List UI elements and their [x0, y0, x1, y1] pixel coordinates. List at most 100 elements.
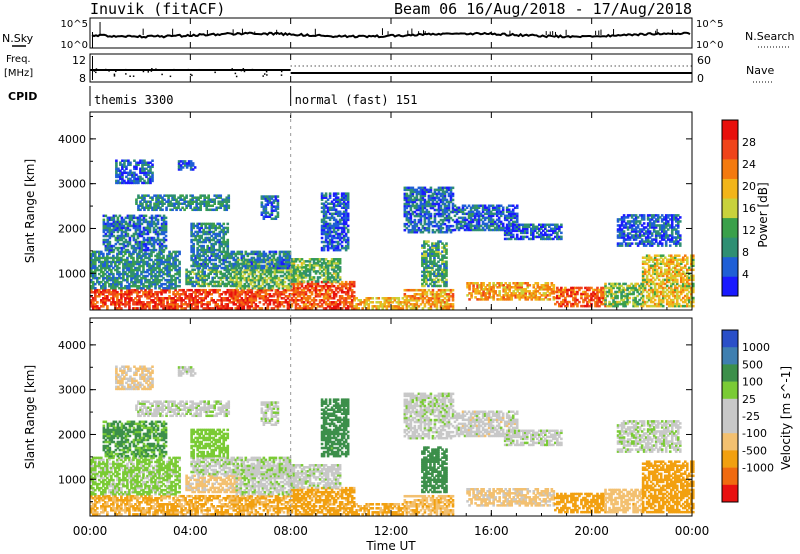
power-cell — [222, 246, 226, 250]
power-cell — [218, 232, 222, 236]
power-cell — [342, 226, 346, 230]
power-cell — [209, 280, 213, 284]
power-cell — [280, 256, 284, 260]
power-cell — [312, 301, 316, 304]
power-cell — [104, 299, 107, 302]
power-cell — [257, 282, 261, 286]
power-cell — [435, 294, 439, 298]
power-cell — [108, 299, 111, 302]
power-cell — [324, 270, 328, 273]
power-cell — [126, 292, 129, 296]
power-cell — [235, 286, 239, 290]
power-cell — [106, 224, 110, 228]
power-cell — [334, 264, 338, 267]
power-cell — [164, 222, 168, 226]
power-cell — [126, 294, 129, 298]
power-cell — [194, 297, 197, 300]
power-cell — [254, 252, 258, 256]
power-cell — [126, 256, 129, 260]
power-cell — [330, 242, 334, 246]
power-cell — [130, 278, 133, 282]
power-cell — [130, 299, 133, 302]
power-cell — [96, 305, 99, 308]
power-cell — [92, 260, 95, 264]
power-cell — [206, 292, 209, 296]
power-cell — [239, 272, 243, 276]
power-cell — [128, 288, 131, 292]
power-cell — [226, 290, 230, 294]
power-cell — [223, 204, 227, 208]
power-cell — [120, 307, 123, 310]
power-cell — [146, 297, 149, 300]
power-cell — [152, 274, 155, 278]
power-cell — [215, 206, 219, 210]
power-cell — [198, 252, 201, 256]
power-cell — [178, 252, 181, 256]
power-cell — [154, 268, 157, 272]
power-cell — [90, 268, 93, 272]
power-cell — [268, 197, 272, 200]
power-cell — [228, 290, 232, 294]
power-cell — [120, 224, 124, 228]
power-cell — [320, 246, 324, 250]
power-cell — [258, 297, 262, 300]
power-cell — [92, 250, 95, 254]
power-cell — [439, 303, 443, 306]
power-cell — [158, 303, 161, 306]
power-cell — [312, 278, 316, 281]
power-cell — [123, 171, 126, 175]
power-cell — [149, 200, 152, 203]
power-cell — [115, 169, 118, 173]
power-cell — [122, 268, 125, 272]
power-cell — [141, 181, 144, 185]
power-cell — [357, 299, 360, 302]
power-cell — [171, 198, 174, 201]
power-cell — [140, 244, 144, 248]
power-cell — [308, 290, 312, 294]
power-cell — [217, 270, 221, 274]
power-cell — [112, 234, 116, 238]
power-cell — [330, 290, 334, 294]
power-cell — [342, 194, 346, 197]
power-cell — [147, 208, 150, 212]
power-cell — [136, 270, 139, 274]
power-cell — [136, 262, 139, 266]
power-cell — [228, 256, 232, 260]
power-cell — [330, 246, 334, 250]
nave-point — [142, 70, 145, 73]
power-cell — [158, 246, 162, 250]
power-cell — [423, 256, 426, 259]
power-cell — [126, 301, 129, 304]
power-cell — [134, 228, 138, 232]
power-cell — [104, 280, 107, 284]
power-cell — [191, 198, 194, 201]
power-cell — [132, 307, 135, 310]
power-cell — [174, 256, 177, 260]
power-cell — [196, 307, 199, 310]
power-cell — [238, 262, 242, 266]
power-cell — [202, 232, 205, 236]
power-cell — [292, 292, 296, 296]
power-cell — [245, 280, 249, 284]
power-cell — [124, 250, 127, 254]
power-cell — [112, 214, 116, 218]
power-cell — [224, 290, 228, 294]
power-cell — [429, 212, 433, 216]
power-cell — [427, 307, 431, 310]
power-cell — [262, 264, 266, 268]
power-cell — [156, 270, 159, 274]
power-cell — [143, 208, 146, 212]
power-cell — [425, 252, 428, 255]
power-cell — [148, 284, 151, 288]
power-cell — [162, 270, 165, 274]
power-cell — [110, 282, 113, 286]
power-cell — [405, 307, 409, 310]
power-cell — [304, 260, 308, 263]
power-cell — [451, 198, 455, 202]
power-cell — [196, 262, 199, 266]
power-cell — [181, 162, 185, 165]
power-cell — [286, 266, 290, 270]
power-cell — [224, 303, 228, 306]
power-cell — [213, 202, 217, 206]
power-cell — [252, 256, 256, 260]
